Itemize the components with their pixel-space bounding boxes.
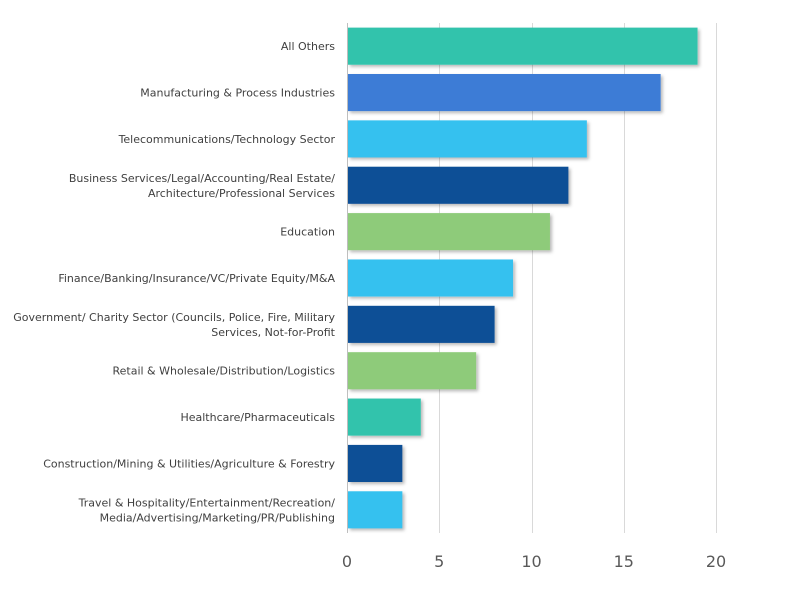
- category-labels: All Others Manufacturing & Process Indust…: [13, 40, 335, 524]
- bar-7: [348, 352, 477, 390]
- category-label-10-line-1: Media/Advertising/Marketing/PR/Publishin…: [100, 511, 335, 524]
- category-label-9-line-0: Construction/Mining & Utilities/Agricult…: [43, 457, 335, 470]
- bar-4: [348, 213, 550, 251]
- bar-0: [348, 27, 698, 65]
- category-label-5-line-0: Finance/Banking/Insurance/VC/Private Equ…: [58, 272, 335, 285]
- category-label-6: Government/ Charity Sector (Councils, Po…: [13, 311, 335, 339]
- category-label-7-line-0: Retail & Wholesale/Distribution/Logistic…: [112, 365, 335, 378]
- bar-layer: [348, 27, 698, 529]
- category-label-0: All Others: [281, 40, 335, 53]
- category-label-4-line-0: Education: [280, 226, 335, 239]
- bar-6: [348, 305, 495, 343]
- bar-2: [348, 120, 587, 158]
- bar-9: [348, 444, 403, 482]
- x-tick-label-20: 20: [706, 552, 726, 571]
- category-label-6-line-1: Services, Not-for-Profit: [211, 326, 335, 339]
- x-tick-label-15: 15: [614, 552, 634, 571]
- category-label-3-line-0: Business Services/Legal/Accounting/Real …: [69, 172, 335, 185]
- x-tick-label-10: 10: [521, 552, 541, 571]
- category-label-1-line-0: Manufacturing & Process Industries: [140, 87, 335, 100]
- category-label-3-line-1: Architecture/Professional Services: [148, 187, 335, 200]
- category-label-9: Construction/Mining & Utilities/Agricult…: [43, 457, 335, 470]
- x-tick-labels: 0 5 10 15 20: [342, 552, 726, 571]
- bar-10: [348, 491, 403, 529]
- category-label-8-line-0: Healthcare/Pharmaceuticals: [180, 411, 335, 424]
- category-label-8: Healthcare/Pharmaceuticals: [180, 411, 335, 424]
- category-label-5: Finance/Banking/Insurance/VC/Private Equ…: [58, 272, 335, 285]
- category-label-1: Manufacturing & Process Industries: [140, 87, 335, 100]
- bar-5: [348, 259, 514, 297]
- category-label-4: Education: [280, 226, 335, 239]
- category-label-10-line-0: Travel & Hospitality/Entertainment/Recre…: [78, 496, 336, 509]
- category-label-3: Business Services/Legal/Accounting/Real …: [69, 172, 335, 200]
- bar-3: [348, 166, 569, 204]
- x-tick-label-0: 0: [342, 552, 352, 571]
- category-label-10: Travel & Hospitality/Entertainment/Recre…: [78, 496, 336, 524]
- category-label-2: Telecommunications/Technology Sector: [118, 133, 336, 146]
- category-label-2-line-0: Telecommunications/Technology Sector: [118, 133, 336, 146]
- category-label-0-line-0: All Others: [281, 40, 335, 53]
- x-tick-label-5: 5: [434, 552, 444, 571]
- category-label-6-line-0: Government/ Charity Sector (Councils, Po…: [13, 311, 335, 324]
- category-label-7: Retail & Wholesale/Distribution/Logistic…: [112, 365, 335, 378]
- bar-8: [348, 398, 421, 436]
- bar-1: [348, 74, 661, 112]
